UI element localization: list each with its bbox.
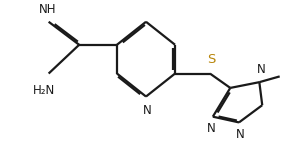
- Text: H₂N: H₂N: [33, 84, 55, 97]
- Text: S: S: [207, 53, 215, 66]
- Text: N: N: [236, 128, 245, 141]
- Text: NH: NH: [39, 3, 56, 16]
- Text: N: N: [207, 122, 216, 135]
- Text: N: N: [256, 63, 265, 76]
- Text: N: N: [143, 104, 152, 117]
